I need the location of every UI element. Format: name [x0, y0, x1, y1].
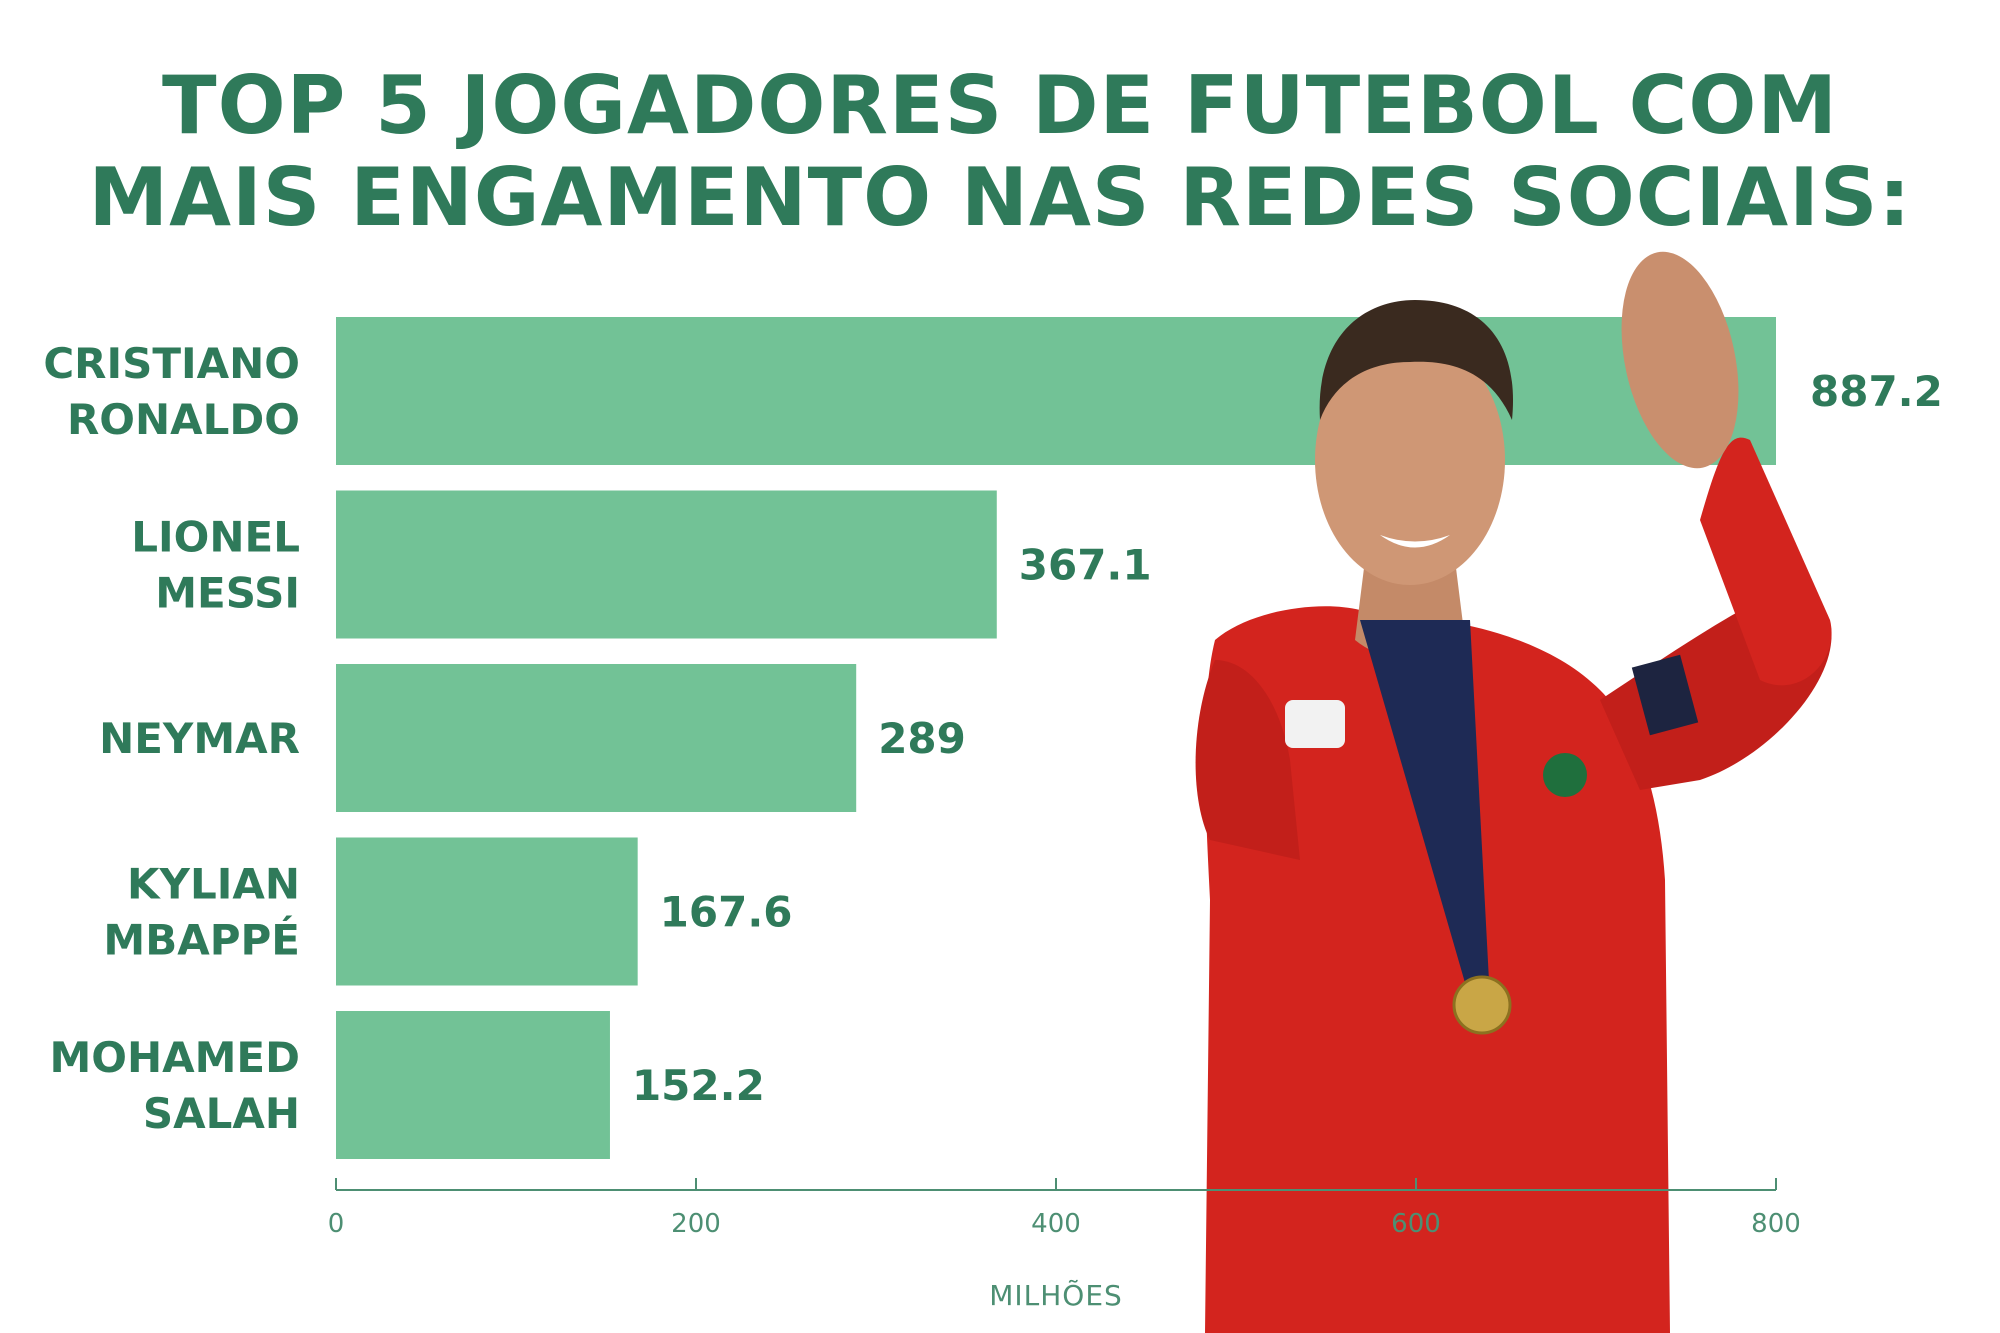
medal-icon	[1452, 975, 1512, 1035]
category-label-5-line-2: SALAH	[143, 1089, 300, 1138]
category-label-1-line-2: RONALDO	[67, 395, 300, 444]
x-tick-label-3: 600	[1391, 1209, 1441, 1239]
hands-shape	[1621, 251, 1739, 469]
value-label-4: 167.6	[660, 888, 793, 937]
medal-ribbon	[1360, 620, 1490, 1000]
smile-shape	[1380, 535, 1450, 548]
category-label-2-line-1: LIONEL	[131, 513, 300, 562]
chart-title-line-1: TOP 5 JOGADORES DE FUTEBOL COM	[162, 59, 1838, 152]
category-label-4-line-1: KYLIAN	[127, 860, 300, 909]
value-label-2: 367.1	[1019, 541, 1152, 590]
value-label-3: 289	[878, 714, 966, 763]
bar-1	[336, 317, 1776, 465]
bar-5	[336, 1011, 610, 1159]
forearm-shape	[1700, 437, 1832, 686]
bar-2	[336, 490, 997, 639]
category-label-5-line-1: MOHAMED	[49, 1033, 300, 1082]
x-tick-label-4: 800	[1751, 1209, 1801, 1239]
bar-4	[336, 837, 638, 986]
chart-title-line-2: MAIS ENGAMENTO NAS REDES SOCIAIS:	[88, 151, 1912, 244]
value-label-5: 152.2	[632, 1061, 765, 1110]
x-axis: 0 200 400 600 800 MILHÕES	[328, 1178, 1801, 1312]
x-tick-label-1: 200	[671, 1209, 721, 1239]
crest-icon	[1543, 753, 1587, 797]
armband-shape	[1631, 654, 1699, 736]
chart-title: TOP 5 JOGADORES DE FUTEBOL COM MAIS ENGA…	[0, 60, 2000, 244]
bars-layer: CRISTIANO RONALDO 887.2 LIONEL MESSI 367.1 NEY…	[43, 317, 1943, 1159]
category-label-3-line-1: NEYMAR	[99, 714, 300, 763]
left-arm-shape	[1195, 660, 1300, 860]
head-shape	[1315, 335, 1505, 585]
sleeve-patch	[1285, 700, 1345, 748]
x-axis-label: MILHÕES	[989, 1278, 1123, 1312]
x-tick-label-0: 0	[328, 1209, 345, 1239]
category-label-1-line-1: CRISTIANO	[43, 339, 300, 388]
x-tick-label-2: 400	[1031, 1209, 1081, 1239]
category-label-4-line-2: MBAPPÉ	[103, 915, 300, 965]
value-label-1: 887.2	[1810, 367, 1943, 416]
player-photo-illustration	[1195, 251, 1832, 1333]
category-label-2-line-2: MESSI	[155, 569, 300, 618]
hair-shape	[1319, 300, 1514, 420]
bar-3	[336, 664, 857, 812]
